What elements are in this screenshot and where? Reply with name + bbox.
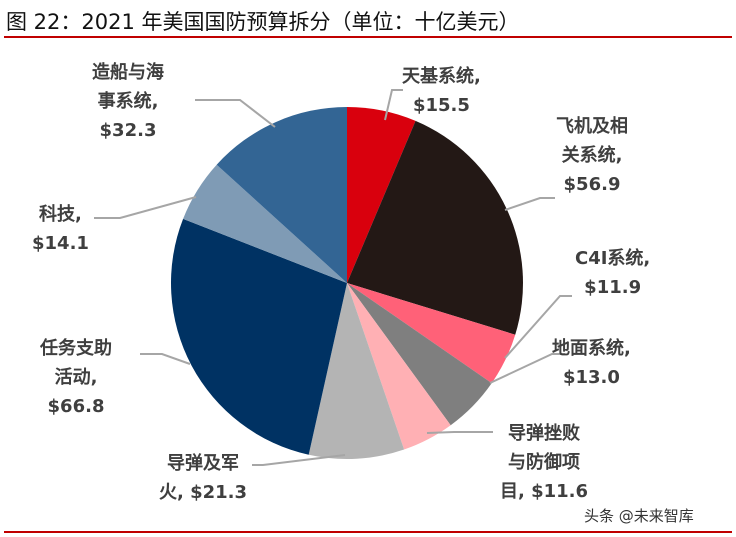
leader-line-ground <box>489 353 565 384</box>
figure-title: 图 22：2021 年美国国防预算拆分（单位：十亿美元） <box>6 10 520 34</box>
leader-line-missile-defeat <box>426 431 493 434</box>
label-missiles-munitions: 导弹及军 火, $21.3 <box>159 453 248 503</box>
pie-slice <box>347 283 492 426</box>
leader-line-shipbuilding <box>195 99 276 128</box>
bottom-rule <box>4 531 732 533</box>
label-science-tech: 科技, $14.1 <box>32 204 89 254</box>
label-mission-support: 任务支助 活动, $66.8 <box>40 338 112 417</box>
pie-slice <box>308 283 405 460</box>
label-c4i-systems: C4I系统, $11.9 <box>575 248 651 298</box>
leader-line-space <box>384 89 403 121</box>
pie-slice <box>347 120 523 335</box>
label-space-systems: 天基系统, $15.5 <box>402 66 481 116</box>
pie-slice <box>347 107 416 283</box>
leader-lines <box>94 89 572 466</box>
pie-slice <box>347 283 516 384</box>
leader-line-c4i <box>504 295 572 359</box>
pie-slice <box>347 283 451 450</box>
leader-line-mission-support <box>140 353 191 365</box>
label-missile-defeat: 导弹挫败 与防御项 目, $11.6 <box>500 423 589 502</box>
leader-line-aircraft <box>504 197 555 211</box>
label-aircraft-systems: 飞机及相 关系统, $56.9 <box>556 116 628 195</box>
leader-line-science-tech <box>94 196 197 219</box>
leader-line-munitions <box>252 454 346 466</box>
title-rule <box>4 36 732 38</box>
label-shipbuilding: 造船与海 事系统, $32.3 <box>92 62 164 141</box>
pie-slice <box>183 164 347 283</box>
watermark: 头条 @未来智库 <box>584 507 694 525</box>
label-ground-systems: 地面系统, $13.0 <box>552 338 631 388</box>
pie-slice <box>216 107 347 283</box>
pie-slices <box>170 107 523 460</box>
pie-slice <box>170 218 347 455</box>
